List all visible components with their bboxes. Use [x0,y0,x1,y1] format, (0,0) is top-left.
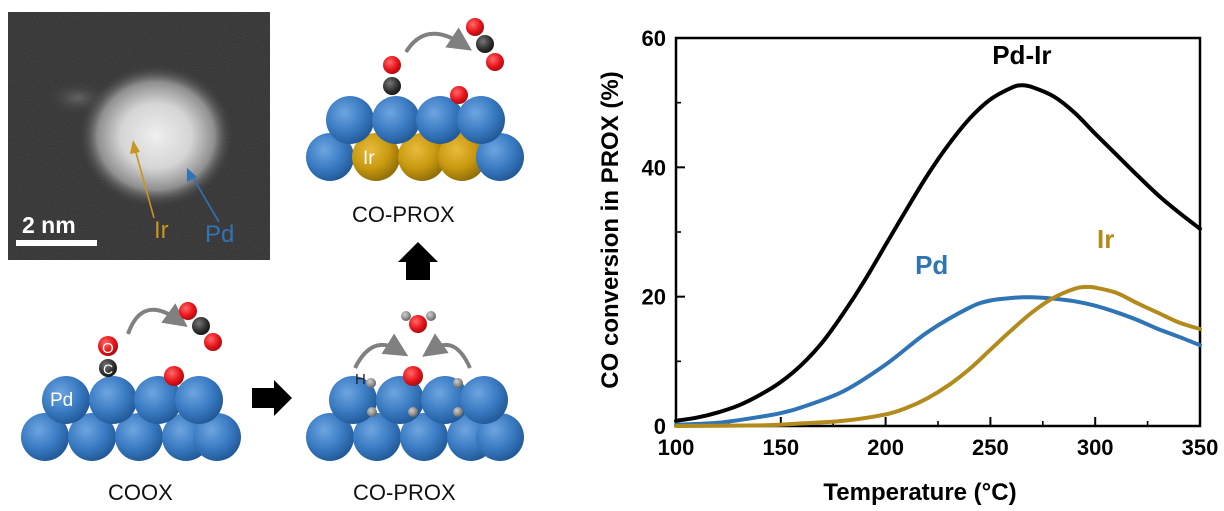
pd-atom [21,413,69,461]
axis-ticks: 100 150 200 250 300 350 0 20 40 60 [642,26,1219,460]
hydrogen-atoms [366,378,463,417]
x-tick-label: 350 [1182,435,1219,460]
y-axis-label: CO conversion in PROX (%) [597,71,624,388]
ir-arrow [134,148,155,219]
reaction-schemes: Pd C O COOX [21,18,524,505]
pd-atom [89,376,137,424]
carbon-atom [99,359,117,377]
oxygen-atom [98,336,118,356]
scale-bar-label: 2 nm [22,212,76,238]
pd-atom [68,413,116,461]
pd-atom [134,376,182,424]
pd-atom-label: Pd [50,390,73,411]
pd-atom [115,413,163,461]
ir-arrow-head [130,140,140,154]
scale-bar [16,240,97,246]
water-molecule [401,311,436,333]
reaction-arrow [422,333,472,369]
arrow-up-icon [398,242,438,280]
pd-atom [193,413,241,461]
series-layer [674,83,1202,428]
reaction-arrow [353,333,409,369]
scheme-coprox-pdir: Ir CO-PROX [306,18,524,227]
stem-image: Ir Pd 2 nm [8,12,270,260]
carbon-atom [383,77,401,95]
hydrogen-label: H [355,371,366,388]
y-tick-label: 20 [642,285,666,310]
arrow-right-icon [252,380,292,416]
scheme-caption-coprox-pd: CO-PROX [353,480,456,505]
plot-border [674,36,1202,428]
x-tick-label: 300 [1077,435,1114,460]
oxygen-label: O [102,340,114,357]
pd-atom [42,376,90,424]
co2-molecule [179,302,222,351]
bottom-layer [306,133,524,181]
labels-layer: Pd-Ir Pd Ir [915,40,1114,280]
x-tick-label: 250 [972,435,1009,460]
series-label-pd-ir: Pd-Ir [992,40,1051,70]
adsorbed-oxygen [403,366,423,386]
oxygen-atom [383,56,401,74]
scheme-caption-coprox-pdir: CO-PROX [352,202,455,227]
ir-atom-label: Ir [363,148,375,169]
pd-surface [306,376,524,461]
conversion-chart: 100 150 200 250 300 350 0 20 40 60 Pd-Ir Pd Ir Temp… [597,26,1219,506]
pd-surface [21,376,241,461]
pd-arrow-head [187,168,197,182]
y-tick-label: 60 [642,26,666,51]
series-line-pd-ir [674,83,1202,423]
y-tick-label: 0 [654,414,666,439]
top-layer [326,96,505,144]
scheme-coox: Pd C O COOX [21,302,241,505]
stem-label-ir: Ir [154,217,169,244]
scheme-coprox-pd: H CO-PROX [306,311,524,505]
carbon-label: C [103,361,113,377]
series-line-ir [674,284,1202,428]
x-tick-label: 200 [867,435,904,460]
stem-image-canvas: Ir Pd 2 nm [8,12,270,260]
series-line-pd [674,295,1202,427]
y-tick-label: 40 [642,155,666,180]
pd-atom [175,376,223,424]
pd-arrow [191,175,220,223]
co2-molecule [466,18,504,71]
series-label-ir: Ir [1097,224,1114,254]
x-axis-label: Temperature (°C) [823,479,1016,506]
x-tick-label: 150 [762,435,799,460]
scheme-caption-coox: COOX [108,480,173,505]
adsorbed-oxygen [164,366,184,386]
reaction-arrow [126,303,188,335]
adsorbed-oxygen [450,86,468,104]
stem-label-pd: Pd [205,221,234,248]
reaction-arrow [404,27,472,54]
plot-frame [674,36,1202,428]
series-label-pd: Pd [915,250,948,280]
x-tick-label: 100 [658,435,695,460]
